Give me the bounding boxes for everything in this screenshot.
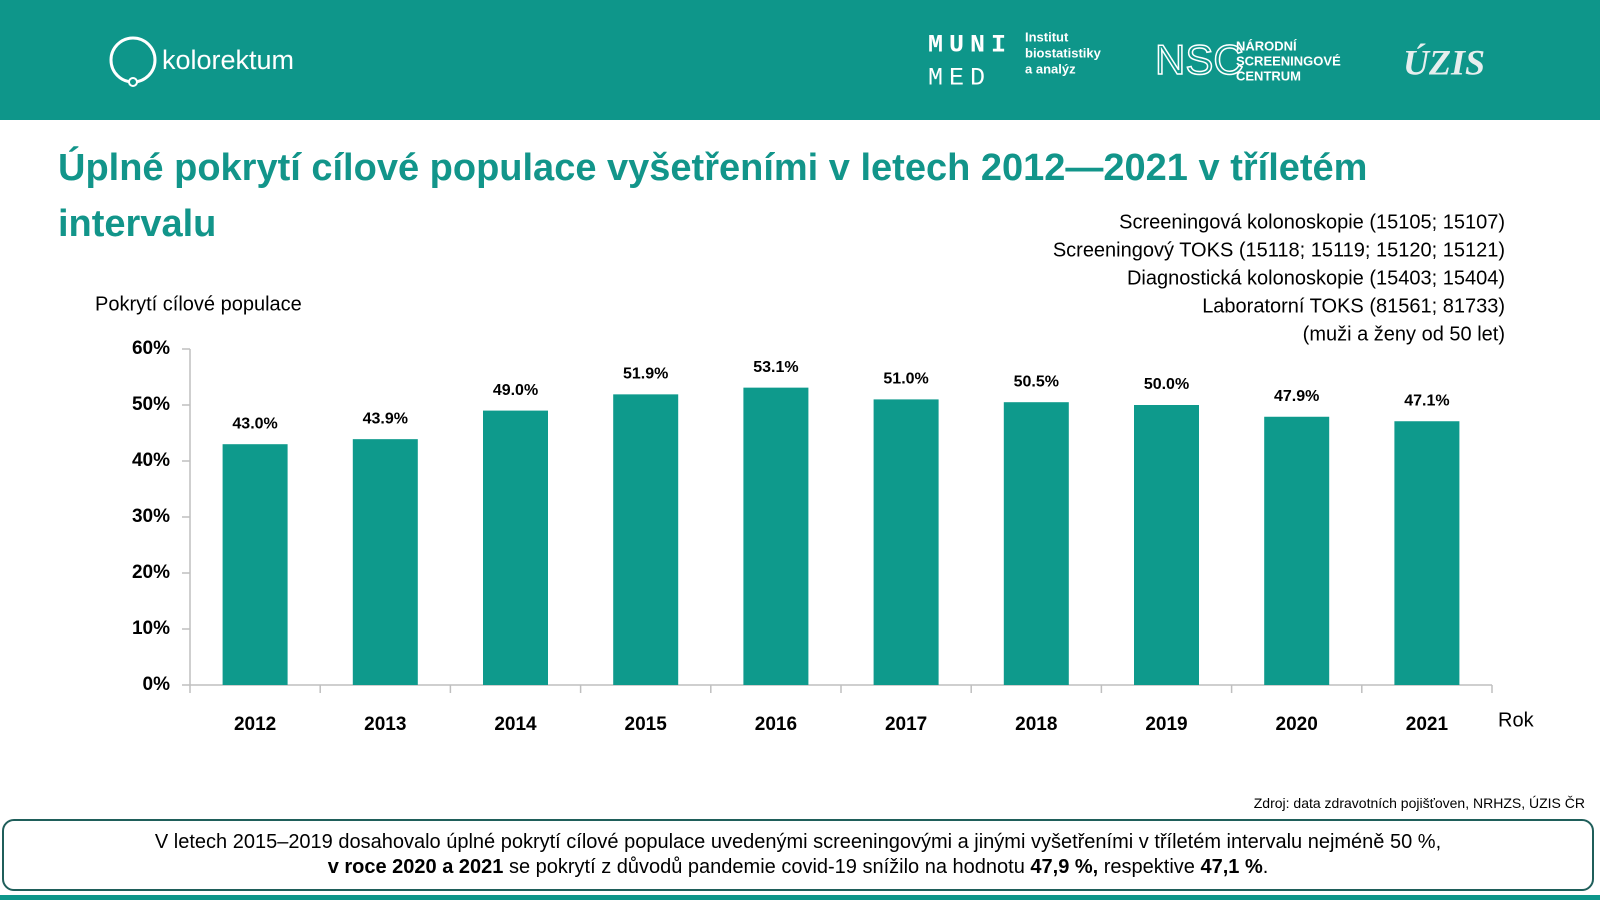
header-band bbox=[0, 0, 1600, 120]
bar bbox=[483, 410, 548, 685]
conclusion-bold: v roce 2020 a 2021 bbox=[327, 856, 504, 878]
x-tick-label: 2019 bbox=[1145, 714, 1187, 735]
logo-text: Institut bbox=[1025, 29, 1069, 44]
source: Zdroj: data zdravotních pojišťoven, NRHZ… bbox=[1253, 795, 1585, 811]
bar bbox=[1003, 402, 1069, 685]
value-label: 51.0% bbox=[883, 371, 928, 388]
x-tick-label: 2020 bbox=[1276, 714, 1318, 735]
bar bbox=[613, 394, 679, 685]
value-label: 43.0% bbox=[232, 415, 277, 432]
logo-text: SCREENINGOVÉ bbox=[1236, 53, 1341, 68]
bottom-strip bbox=[0, 895, 1600, 900]
value-label: 50.0% bbox=[1144, 376, 1189, 393]
note: Screeningová kolonoskopie (15105; 15107) bbox=[1119, 211, 1505, 233]
logo-text: MED bbox=[928, 64, 991, 93]
conclusion-bold: 47,1 % bbox=[1200, 856, 1263, 878]
note: Screeningový TOKS (15118; 15119; 15120; … bbox=[1053, 239, 1505, 261]
x-axis-title: Rok bbox=[1498, 709, 1535, 731]
bar bbox=[1264, 416, 1330, 685]
note: Laboratorní TOKS (81561; 81733) bbox=[1202, 295, 1505, 317]
value-label: 47.1% bbox=[1404, 392, 1449, 409]
conclusion-bold: 47,9 %, bbox=[1030, 856, 1099, 878]
logo-text: ÚZIS bbox=[1403, 42, 1485, 82]
value-label: 50.5% bbox=[1014, 373, 1059, 390]
y-tick-label: 10% bbox=[132, 618, 170, 639]
bar bbox=[352, 439, 418, 685]
logo-text: CENTRUM bbox=[1236, 68, 1301, 83]
y-tick-label: 50% bbox=[132, 394, 170, 415]
x-tick-label: 2014 bbox=[494, 714, 537, 735]
logo-text: NÁRODNÍ bbox=[1236, 38, 1297, 53]
logo-text: NSC bbox=[1155, 36, 1244, 83]
bar bbox=[1134, 405, 1199, 685]
y-tick-label: 30% bbox=[132, 506, 170, 527]
y-axis-title: Pokrytí cílové populace bbox=[95, 293, 302, 315]
x-tick-label: 2016 bbox=[755, 714, 797, 735]
x-tick-label: 2015 bbox=[625, 714, 668, 735]
x-tick-label: 2018 bbox=[1015, 714, 1057, 735]
x-tick-label: 2021 bbox=[1406, 714, 1449, 735]
value-label: 43.9% bbox=[363, 410, 408, 427]
kolorektum-logo bbox=[109, 36, 157, 84]
value-label: 51.9% bbox=[623, 366, 668, 383]
bar bbox=[222, 444, 288, 685]
note: (muži a ženy od 50 let) bbox=[1303, 323, 1505, 345]
logo-text: kolorektum bbox=[162, 45, 294, 75]
value-label: 53.1% bbox=[753, 359, 798, 376]
logo-text: MUNI bbox=[928, 31, 1012, 60]
y-tick-label: 60% bbox=[132, 338, 170, 359]
x-tick-label: 2017 bbox=[885, 714, 927, 735]
conclusion-text: V letech 2015–2019 dosahovalo úplné pokr… bbox=[154, 831, 1442, 853]
slide-title: Úplné pokrytí cílové populace vyšetřením… bbox=[58, 147, 1368, 245]
conclusion-text: respektive bbox=[1098, 856, 1201, 878]
value-label: 49.0% bbox=[493, 382, 538, 399]
kolorektum-logo-dot bbox=[128, 77, 138, 87]
bar bbox=[743, 387, 809, 685]
conclusion-box: V letech 2015–2019 dosahovalo úplné pokr… bbox=[2, 819, 1594, 891]
y-tick-label: 40% bbox=[132, 450, 170, 471]
logo-text: biostatistiky bbox=[1025, 45, 1102, 60]
conclusion-text: . bbox=[1262, 856, 1269, 878]
note: Diagnostická kolonoskopie (15403; 15404) bbox=[1127, 267, 1505, 289]
x-tick-label: 2012 bbox=[234, 714, 276, 735]
bar bbox=[873, 399, 939, 685]
x-tick-label: 2013 bbox=[364, 714, 406, 735]
value-label: 47.9% bbox=[1274, 388, 1319, 405]
conclusion-text: se pokrytí z důvodů pandemie covid-19 sn… bbox=[503, 856, 1031, 878]
logo-text: a analýz bbox=[1025, 61, 1076, 76]
y-tick-label: 0% bbox=[143, 674, 171, 695]
bar bbox=[1394, 421, 1460, 685]
y-tick-label: 20% bbox=[132, 562, 170, 583]
